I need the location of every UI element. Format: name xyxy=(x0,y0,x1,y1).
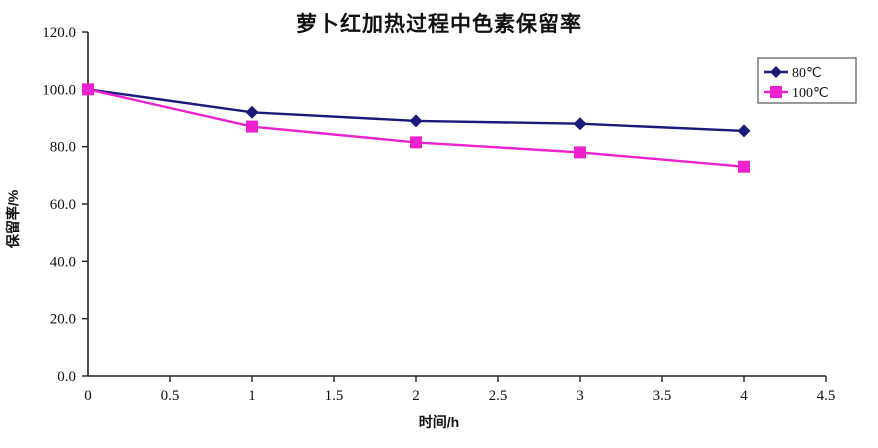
x-tick-label: 2.5 xyxy=(489,388,508,404)
y-axis-ticks: 0.0 20.0 40.0 60.0 80.0 100.0 120.0 xyxy=(42,25,88,385)
data-point-marker xyxy=(737,124,751,138)
legend-marker xyxy=(770,66,782,78)
legend-marker xyxy=(770,86,782,98)
data-point-marker xyxy=(573,117,587,131)
x-tick-label: 3 xyxy=(576,388,584,404)
legend-label: 80℃ xyxy=(792,66,822,81)
x-tick-label: 0 xyxy=(84,388,92,404)
x-tick-label: 1.5 xyxy=(325,388,344,404)
y-tick-label: 40.0 xyxy=(50,254,76,270)
x-axis-ticks: 0 0.5 1 1.5 2 2.5 3 3.5 4 4.5 xyxy=(84,376,835,404)
series-2 xyxy=(82,83,750,173)
x-tick-label: 2 xyxy=(412,388,420,404)
data-point-marker xyxy=(245,105,259,119)
y-tick-label: 20.0 xyxy=(50,312,76,328)
y-tick-label: 0.0 xyxy=(57,369,76,385)
x-tick-label: 1 xyxy=(248,388,256,404)
data-point-marker xyxy=(409,114,423,128)
x-tick-label: 0.5 xyxy=(161,388,180,404)
data-point-marker xyxy=(246,120,258,133)
chart-title: 萝卜红加热过程中色素保留率 xyxy=(296,13,582,36)
data-point-marker xyxy=(82,83,94,96)
y-tick-label: 120.0 xyxy=(42,25,76,41)
data-series-layer xyxy=(81,82,751,173)
x-tick-label: 4 xyxy=(740,388,748,404)
y-tick-label: 60.0 xyxy=(50,197,76,213)
legend-label: 100℃ xyxy=(792,86,829,101)
y-tick-label: 100.0 xyxy=(42,82,76,98)
y-tick-label: 80.0 xyxy=(50,140,76,156)
data-point-marker xyxy=(410,136,422,149)
x-tick-label: 4.5 xyxy=(817,388,836,404)
chart-legend: 80℃ 100℃ xyxy=(757,57,857,104)
x-tick-label: 3.5 xyxy=(653,388,672,404)
data-point-marker xyxy=(738,160,750,173)
x-axis-title: 时间/h xyxy=(418,414,460,430)
data-point-marker xyxy=(574,146,586,159)
